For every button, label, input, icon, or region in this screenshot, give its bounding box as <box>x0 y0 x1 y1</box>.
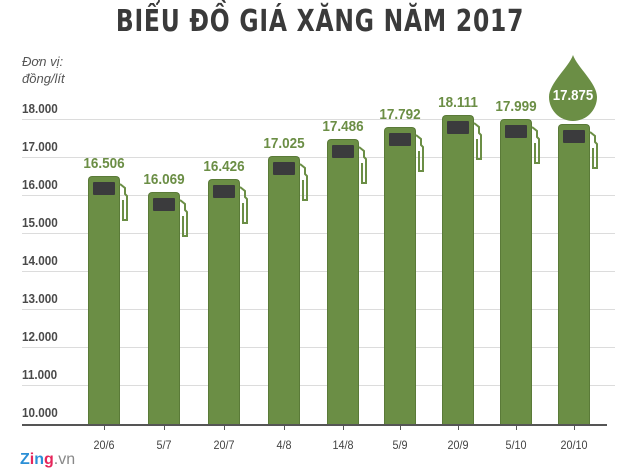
pump-nozzle-icon <box>239 186 248 224</box>
pump-screen <box>153 198 175 211</box>
y-tick-label: 17.000 <box>22 139 58 154</box>
pump-screen <box>505 125 527 138</box>
gridline <box>22 309 615 310</box>
logo-domain: .vn <box>53 451 76 468</box>
pump-nozzle-icon <box>415 134 424 172</box>
logo-letter: n <box>34 451 45 468</box>
pump-nozzle-icon <box>119 183 128 221</box>
x-tick-label: 20/9 <box>447 438 469 452</box>
pump-nozzle-icon <box>473 122 482 160</box>
pump-screen <box>273 162 295 175</box>
x-tick-label: 20/7 <box>213 438 235 452</box>
logo-letter: i <box>29 451 35 468</box>
x-tick-label: 5/10 <box>505 438 527 452</box>
pump-screen <box>93 182 115 195</box>
fuel-pump-bar <box>558 124 590 424</box>
pump-nozzle-icon <box>179 199 188 237</box>
zing-logo: Zing.vn <box>20 451 75 469</box>
x-tick <box>400 426 401 430</box>
y-tick-label: 11.000 <box>22 367 58 382</box>
y-tick-label: 12.000 <box>22 329 58 344</box>
x-tick <box>458 426 459 430</box>
gridline <box>22 347 615 348</box>
bar-value-label: 17.999 <box>495 98 537 115</box>
oil-drop-icon <box>549 55 597 121</box>
pump-nozzle-icon <box>589 131 598 169</box>
x-tick-label: 20/6 <box>93 438 115 452</box>
y-tick-label: 15.000 <box>22 215 58 230</box>
chart-title: BIỂU ĐỒ GIÁ XĂNG NĂM 2017 <box>115 4 525 39</box>
bar-value-label: 18.111 <box>438 94 478 111</box>
pump-screen <box>447 121 469 134</box>
pump-nozzle-icon <box>299 163 308 201</box>
gridline <box>22 271 615 272</box>
bar-value-label: 16.069 <box>143 171 185 188</box>
fuel-pump-bar <box>148 192 180 424</box>
highlight-value-label: 17.875 <box>552 87 594 104</box>
unit-line-1: Đơn vị: <box>22 54 64 69</box>
x-tick <box>224 426 225 430</box>
pump-screen <box>563 130 585 143</box>
bar-value-label: 16.426 <box>203 158 245 175</box>
gridline <box>22 385 615 386</box>
unit-line-2: đồng/lít <box>22 71 65 86</box>
x-tick-label: 5/9 <box>392 438 408 452</box>
fuel-pump-bar <box>268 156 300 424</box>
pump-screen <box>213 185 235 198</box>
fuel-pump-bar <box>208 179 240 424</box>
y-tick-label: 14.000 <box>22 253 58 268</box>
fuel-pump-bar <box>500 119 532 424</box>
x-tick <box>104 426 105 430</box>
bar-value-label: 16.506 <box>83 155 125 172</box>
y-tick-label: 16.000 <box>22 177 58 192</box>
pump-screen <box>332 145 354 158</box>
x-tick-label: 14/8 <box>332 438 354 452</box>
logo-letter: Z <box>20 451 30 468</box>
x-tick <box>343 426 344 430</box>
x-tick <box>574 426 575 430</box>
bar-value-label: 17.486 <box>322 118 364 135</box>
pump-nozzle-icon <box>358 146 367 184</box>
pump-nozzle-icon <box>531 126 540 164</box>
unit-label: Đơn vị: đồng/lít <box>22 53 65 87</box>
fuel-pump-bar <box>88 176 120 424</box>
fuel-pump-bar <box>327 139 359 424</box>
y-tick-label: 10.000 <box>22 405 58 420</box>
x-tick-label: 5/7 <box>156 438 172 452</box>
fuel-pump-bar <box>384 127 416 424</box>
gridline <box>22 157 615 158</box>
gridline <box>22 119 615 120</box>
x-axis-line <box>22 424 607 426</box>
x-tick-label: 4/8 <box>276 438 292 452</box>
bar-value-label: 17.025 <box>263 135 305 152</box>
fuel-pump-bar <box>442 115 474 424</box>
gridline <box>22 195 615 196</box>
x-tick-label: 20/10 <box>560 438 588 452</box>
pump-screen <box>389 133 411 146</box>
y-tick-label: 18.000 <box>22 101 58 116</box>
y-tick-label: 13.000 <box>22 291 58 306</box>
logo-letter: g <box>44 451 54 468</box>
x-tick <box>164 426 165 430</box>
x-tick <box>284 426 285 430</box>
x-tick <box>516 426 517 430</box>
bar-value-label: 17.792 <box>379 106 421 123</box>
gridline <box>22 233 615 234</box>
